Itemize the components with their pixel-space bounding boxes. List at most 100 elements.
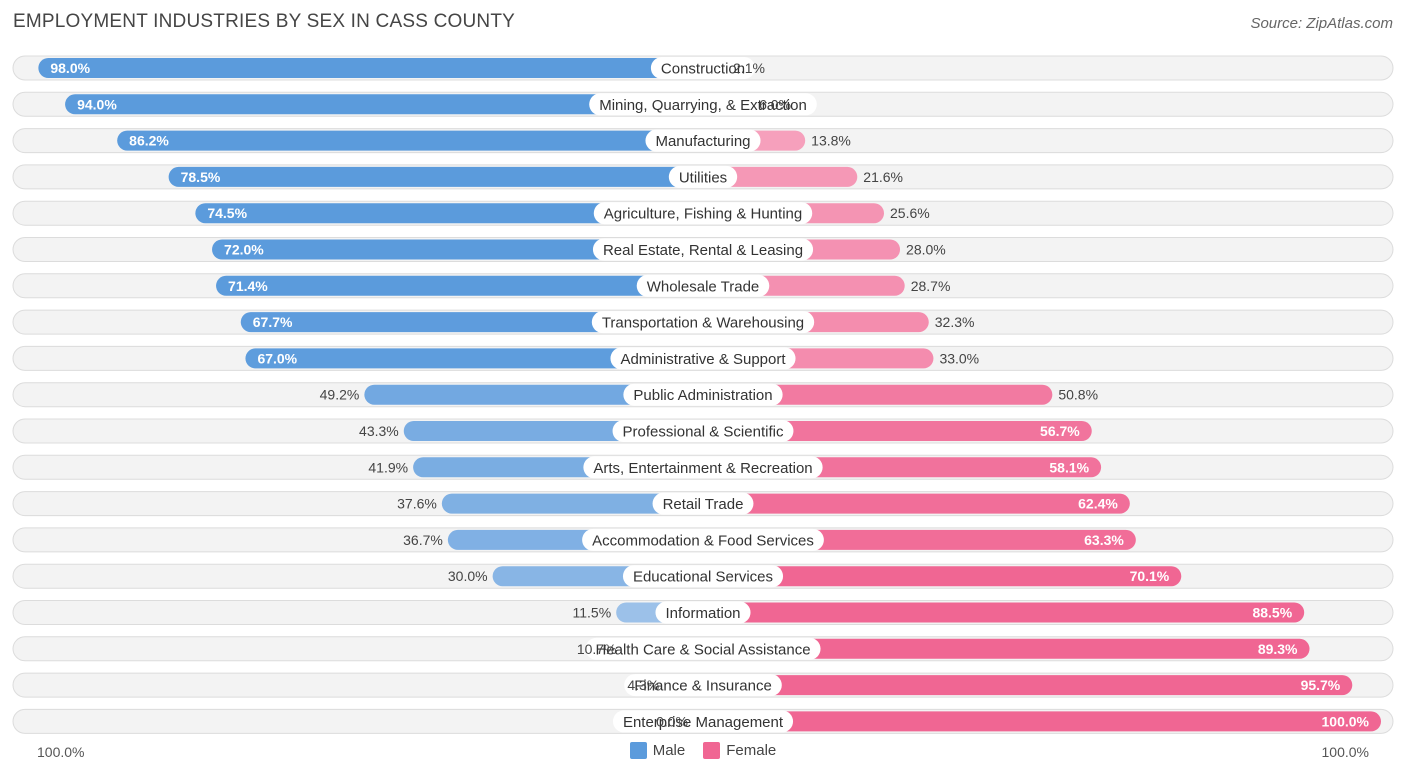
legend-label-female: Female <box>726 742 777 759</box>
bar-female <box>703 566 1182 587</box>
axis-label-right: 100.0% <box>1321 744 1369 760</box>
value-label-male: 36.7% <box>403 532 443 548</box>
source-credit: Source: ZipAtlas.com <box>1250 15 1393 32</box>
value-label-female: 21.6% <box>863 169 903 185</box>
category-label: Manufacturing <box>655 133 750 150</box>
value-label-female: 28.7% <box>911 278 951 294</box>
category-label-pill <box>652 492 754 515</box>
bar-male <box>117 130 703 151</box>
value-label-male: 10.7% <box>577 641 617 657</box>
category-label-pill <box>650 57 756 79</box>
bar-male <box>441 493 703 514</box>
bar-female <box>703 675 1353 696</box>
value-label-female: 13.8% <box>811 133 851 149</box>
legend-item-male[interactable]: Male <box>629 742 686 759</box>
value-label-male: 43.3% <box>359 423 399 439</box>
bar-female <box>703 384 1053 405</box>
bar-male <box>195 203 703 224</box>
value-label-male: 41.9% <box>368 459 408 475</box>
category-label: Information <box>665 605 740 622</box>
value-label-female: 33.0% <box>939 350 979 366</box>
bar-female <box>703 638 1310 659</box>
category-label: Public Administration <box>633 387 772 404</box>
value-label-male: 94.0% <box>77 96 117 112</box>
category-label: Wholesale Trade <box>647 278 760 295</box>
category-label: Arts, Entertainment & Recreation <box>593 460 812 477</box>
category-label: Accommodation & Food Services <box>592 532 814 549</box>
category-label: Health Care & Social Assistance <box>595 641 810 658</box>
value-label-male: 11.5% <box>573 605 612 621</box>
bar-male <box>216 275 703 296</box>
category-label-pill <box>592 238 814 261</box>
value-label-female: 25.6% <box>890 205 930 221</box>
axis-label-left: 100.0% <box>37 744 85 760</box>
value-label-male: 86.2% <box>129 133 169 149</box>
value-label-male: 49.2% <box>320 387 360 403</box>
bar-male <box>65 94 703 115</box>
value-label-male: 72.0% <box>224 242 264 258</box>
bar-female <box>703 602 1305 623</box>
legend-swatch-female <box>703 742 721 759</box>
category-label: Professional & Scientific <box>623 424 784 441</box>
value-label-female: 63.3% <box>1084 532 1124 548</box>
legend: Male Female <box>0 742 1406 759</box>
value-label-male: 4.3% <box>627 677 659 693</box>
value-label-male: 98.0% <box>50 60 90 76</box>
category-label: Mining, Quarrying, & Extraction <box>599 97 807 114</box>
category-label-pill <box>582 528 824 551</box>
value-label-male: 30.0% <box>448 568 488 584</box>
value-label-male: 78.5% <box>181 169 221 185</box>
category-label-pill <box>622 565 784 588</box>
value-label-female: 28.0% <box>906 242 946 258</box>
value-label-male: 37.6% <box>397 496 437 512</box>
category-label: Retail Trade <box>663 496 744 513</box>
category-label-pill <box>655 601 751 624</box>
category-label-pill <box>623 383 783 406</box>
value-label-female: 32.3% <box>935 314 975 330</box>
value-label-male: 71.4% <box>228 278 268 294</box>
bar-male <box>212 239 704 260</box>
value-label-male: 74.5% <box>207 205 247 221</box>
value-label-male: 0.0% <box>656 713 688 729</box>
value-label-female: 56.7% <box>1040 423 1080 439</box>
category-label-pill <box>612 710 794 733</box>
category-label: Administrative & Support <box>620 351 786 368</box>
category-label: Agriculture, Fishing & Hunting <box>604 206 802 223</box>
category-label-pill <box>610 347 796 370</box>
bar-male <box>38 58 704 78</box>
category-label-pill <box>591 311 815 334</box>
category-label-pill <box>612 420 794 442</box>
bar-female <box>703 711 1381 732</box>
bar-male <box>168 166 703 187</box>
value-label-female: 95.7% <box>1301 677 1341 693</box>
value-label-female: 62.4% <box>1078 496 1118 512</box>
category-label-pill <box>636 274 770 297</box>
category-label-pill <box>668 165 738 188</box>
value-label-female: 70.1% <box>1130 568 1170 584</box>
legend-swatch-male <box>629 742 647 759</box>
value-label-female: 6.0% <box>759 96 791 112</box>
category-label-pill <box>645 129 761 152</box>
category-label-pill <box>624 674 782 697</box>
bar-female <box>703 166 858 187</box>
value-label-female: 88.5% <box>1252 605 1292 621</box>
bar-male <box>240 312 704 333</box>
chart-area: Construction 98.0% 2.1% Mining, Quarrying, … <box>12 55 1394 734</box>
category-label: Enterprise Management <box>623 714 784 731</box>
legend-item-female[interactable]: Female <box>703 742 776 759</box>
value-label-female: 58.1% <box>1049 459 1089 475</box>
value-label-male: 67.0% <box>257 350 297 366</box>
chart-title: EMPLOYMENT INDUSTRIES BY SEX IN CASS COU… <box>13 11 515 32</box>
bar-female <box>703 421 1092 441</box>
value-label-female: 2.1% <box>733 60 765 76</box>
value-label-male: 67.7% <box>253 314 293 330</box>
legend-label-male: Male <box>652 742 686 759</box>
value-label-female: 89.3% <box>1258 641 1298 657</box>
category-label-pill <box>593 202 813 225</box>
category-label: Real Estate, Rental & Leasing <box>603 242 803 259</box>
category-label-pill <box>589 93 817 116</box>
bar-female <box>703 493 1130 514</box>
category-label: Transportation & Warehousing <box>602 315 804 332</box>
category-label-pill <box>585 637 821 660</box>
bar-male <box>364 384 703 405</box>
